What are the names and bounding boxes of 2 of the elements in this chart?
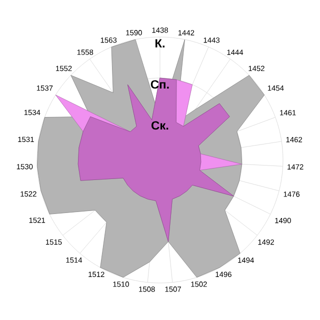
y-tick-label: К. xyxy=(155,39,164,48)
y-tick-label: Ск. xyxy=(152,121,168,130)
